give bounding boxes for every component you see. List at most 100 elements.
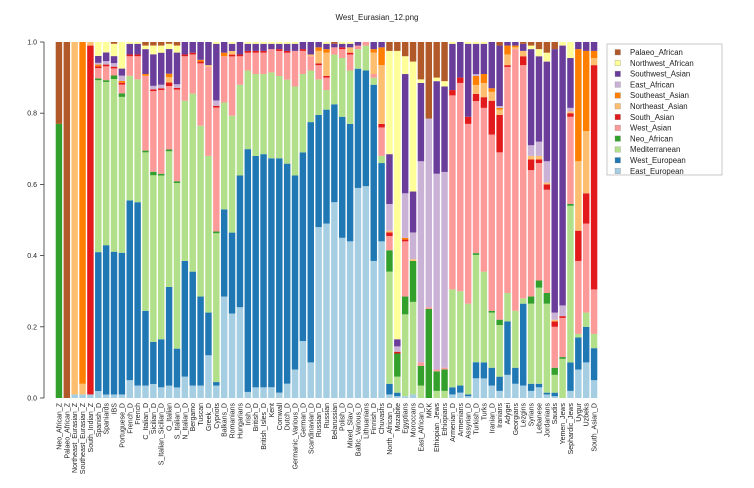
- bar-segment-West_Asian: [449, 95, 456, 290]
- bar-segment-East_African: [409, 232, 417, 260]
- bar-segment-East_European: [87, 394, 94, 398]
- bar-segment-Mediterranean: [401, 314, 409, 397]
- bar-segment-Southwest_Asian: [126, 43, 133, 55]
- bar-segment-Northwest_African: [260, 42, 267, 44]
- bar-segment-South_Asian: [87, 45, 94, 395]
- legend-item-East_European: East_European: [614, 167, 684, 176]
- x-tick-label: German_D: [300, 403, 307, 437]
- bar-segment-West_European: [331, 104, 338, 203]
- bar-segment-East_African: [559, 305, 566, 317]
- bar-Cornwall: [276, 42, 283, 398]
- bar-segment-West_European: [535, 383, 543, 388]
- bar-segment-West_Asian: [457, 82, 464, 292]
- bar-segment-Southeast_Asian: [315, 47, 322, 51]
- bar-segment-Southwest_Asian: [236, 42, 244, 55]
- bar-segment-West_Asian: [441, 367, 448, 370]
- bar-segment-South_Asian: [181, 54, 189, 57]
- bar-Chuvashs: [378, 42, 385, 398]
- bar-segment-West_European: [543, 392, 551, 395]
- x-tick-label: Georgians: [513, 403, 520, 436]
- legend-label: Palaeo_African: [630, 48, 683, 57]
- bar-segment-Northwest_African: [535, 49, 543, 57]
- bar-segment-South_Asian: [559, 316, 566, 318]
- x-tick-label: Saudis: [552, 403, 559, 425]
- bar-segment-West_European: [496, 376, 503, 391]
- bar-segment-East_African: [173, 84, 181, 88]
- x-tick-label: Cornwall: [277, 403, 284, 431]
- bar-segment-Northeast_Asian: [567, 111, 574, 114]
- legend-swatch: [614, 157, 621, 164]
- bar-segment-West_Asian: [307, 56, 314, 71]
- bar-segment-Mediterranean: [504, 292, 511, 322]
- bar-segment-East_European: [582, 362, 590, 398]
- bar-segment-East_European: [504, 374, 511, 398]
- bar-segment-West_Asian: [134, 56, 141, 80]
- bar-segment-Northwest_African: [158, 45, 165, 53]
- bar-segment-Mediterranean: [520, 298, 527, 304]
- bar-segment-Southeast_Asian: [472, 75, 480, 85]
- y-tick-label: 0.2: [27, 324, 37, 331]
- bar-segment-West_European: [291, 175, 299, 370]
- bar-segment-Neo_African: [55, 123, 63, 398]
- bar-segment-West_European: [370, 84, 377, 261]
- bar-segment-Palaeo_African: [63, 42, 71, 398]
- bar-segment-West_European: [551, 392, 558, 397]
- legend-swatch: [614, 114, 621, 120]
- legend-label: East_European: [630, 167, 684, 176]
- bar-segment-Southeast_Asian: [165, 73, 173, 78]
- x-tick-label: Russian: [324, 403, 331, 428]
- bar-segment-Northwest_African: [346, 42, 354, 44]
- legend-label: West_European: [630, 156, 686, 165]
- bar-segment-West_Asian: [575, 260, 582, 334]
- bar-segment-West_Asian: [126, 56, 133, 76]
- bar-segment-West_Asian: [150, 91, 157, 172]
- bar-South_Asian_D: [590, 42, 598, 398]
- bar-segment-East_European: [126, 380, 133, 398]
- bar-segment-South_Asian: [386, 232, 393, 237]
- bar-Finnish_D: [370, 42, 377, 398]
- x-tick-label: Uzbeks: [584, 403, 591, 427]
- bar-segment-West_Asian: [504, 66, 511, 293]
- legend-item-Northwest_African: Northwest_African: [614, 59, 694, 68]
- bar-segment-Northeast_Asian: [535, 155, 543, 160]
- bar-segment-Mediterranean: [299, 74, 307, 153]
- bar-segment-East_African: [150, 85, 157, 90]
- bar-segment-Northeast_Asian: [504, 54, 511, 66]
- bar-segment-Southwest_Asian: [95, 55, 102, 63]
- bar-segment-South_Asian: [535, 159, 543, 164]
- bar-segment-Southwest_Asian: [197, 42, 204, 60]
- bar-segment-East_European: [315, 227, 322, 398]
- x-tick-label: Yemen_Jews: [560, 403, 567, 445]
- bar-segment-West_European: [283, 163, 291, 384]
- bar-segment-West_Asian: [315, 65, 322, 80]
- bar-segment-West_Asian: [299, 50, 307, 75]
- bar-segment-Mediterranean: [457, 291, 464, 386]
- bar-segment-Palaeo_African: [520, 42, 527, 44]
- bar-segment-East_European: [150, 383, 157, 398]
- bar-segment-East_African: [441, 171, 448, 368]
- bar-segment-West_Asian: [197, 63, 204, 126]
- bar-segment-West_European: [126, 200, 133, 381]
- bar-segment-Southwest_Asian: [417, 82, 425, 162]
- bar-segment-South_Asian: [346, 52, 354, 55]
- bar-segment-Southeast_Asian: [504, 45, 511, 55]
- bar-segment-West_Asian: [283, 52, 291, 80]
- x-axis-labels: Neo_African_Z Palaeo_African_Z Northeast_E…: [56, 402, 598, 474]
- bar-segment-West_European: [299, 152, 307, 342]
- bar-segment-West_European: [315, 114, 322, 228]
- bar-segment-Mediterranean: [331, 54, 338, 105]
- bar-segment-Southwest_Asian: [158, 52, 165, 85]
- bar-segment-Northwest_African: [252, 42, 259, 44]
- bar-segment-Neo_African: [409, 260, 417, 302]
- bar-segment-West_European: [213, 382, 220, 386]
- bar-segment-West_European: [205, 312, 212, 356]
- bar-segment-Southwest_Asian: [464, 43, 472, 117]
- bar-segment-South_Asian: [567, 113, 574, 117]
- bar-segment-Neo_African: [559, 357, 566, 359]
- y-tick-label: 0.4: [27, 253, 37, 260]
- bar-segment-Mediterranean: [228, 115, 236, 233]
- bar-segment-Southwest_Asian: [535, 56, 543, 142]
- bar-segment-East_European: [527, 390, 535, 398]
- bar-segment-West_Asian: [276, 50, 283, 76]
- bar-Iranians: [496, 42, 503, 398]
